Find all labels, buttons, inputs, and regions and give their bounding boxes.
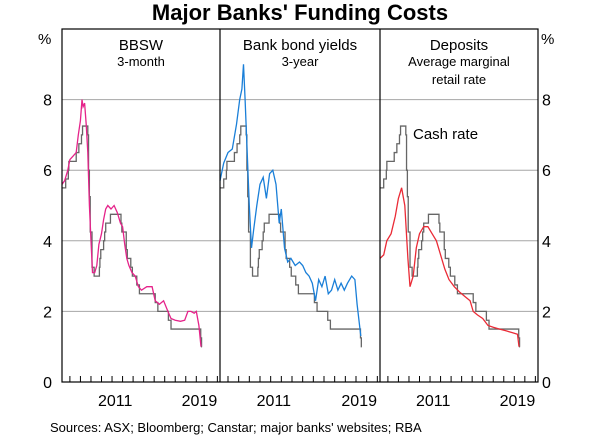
y-tick-label-left: 6	[43, 163, 52, 180]
y-tick-label-right: 8	[542, 93, 551, 110]
x-tick-label: 2019	[500, 393, 536, 410]
panel-subtitle: 3-month	[117, 54, 165, 69]
y-tick-label-left: 2	[43, 304, 52, 321]
y-tick-label-left: 4	[43, 234, 52, 251]
panel-subtitle-2: retail rate	[432, 72, 486, 87]
y-tick-label-left: 8	[43, 93, 52, 110]
plot-border	[61, 28, 539, 383]
panel-title: BBSW	[119, 37, 164, 54]
panel-subtitle: Average marginal	[408, 54, 510, 69]
y-tick-label-right: 4	[542, 234, 551, 251]
cash-rate-line	[220, 125, 362, 348]
y-tick-label-right: 6	[542, 163, 551, 180]
y-tick-label-left: 0	[43, 375, 52, 392]
series-lines	[61, 64, 521, 348]
axis-ticks	[69, 376, 536, 382]
source-note: Sources: ASX; Bloomberg; Canstar; major …	[50, 420, 422, 435]
x-tick-label: 2011	[257, 393, 292, 410]
plot-frame	[61, 28, 539, 383]
panel-title: Bank bond yields	[243, 37, 357, 54]
x-tick-label: 2019	[182, 393, 218, 410]
gridlines	[62, 99, 538, 312]
cash-rate-line	[380, 125, 521, 348]
chart-title: Major Banks' Funding Costs	[152, 0, 448, 25]
x-tick-label: 2011	[416, 393, 451, 410]
deposits-line	[379, 187, 520, 347]
panel-title: Deposits	[430, 37, 488, 54]
x-tick-label: 2019	[341, 393, 377, 410]
y-unit-left: %	[38, 31, 51, 48]
x-tick-label: 2011	[98, 393, 133, 410]
y-tick-label-right: 0	[542, 375, 551, 392]
cash-rate-line	[62, 125, 203, 348]
y-unit-right: %	[541, 31, 554, 48]
panel-subtitle: 3-year	[282, 54, 320, 69]
y-tick-label-right: 2	[542, 304, 551, 321]
bbsw-line	[61, 99, 202, 347]
bonds-line	[219, 64, 362, 337]
cash-rate-annotation: Cash rate	[413, 126, 478, 143]
